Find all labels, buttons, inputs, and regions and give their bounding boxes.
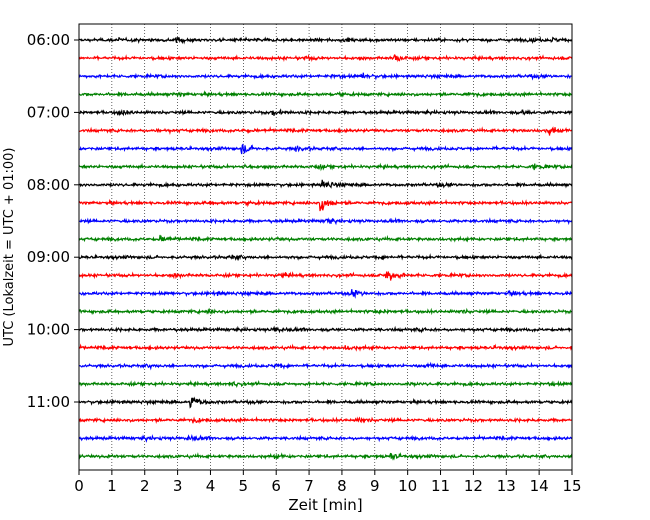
x-tick-label: 7 bbox=[304, 477, 314, 495]
x-tick-label: 2 bbox=[140, 477, 150, 495]
y-tick-label: 11:00 bbox=[27, 393, 70, 411]
trace-1000 bbox=[78, 325, 573, 334]
y-tick-label: 09:00 bbox=[27, 248, 70, 266]
trace-0930 bbox=[78, 289, 573, 299]
trace-1100 bbox=[78, 396, 573, 409]
trace-1015 bbox=[78, 343, 573, 352]
x-tick-label: 6 bbox=[271, 477, 281, 495]
trace-0615 bbox=[78, 53, 573, 63]
y-axis-ticks: 06:00 07:00 08:00 09:00 10:00 11:00 bbox=[27, 31, 79, 411]
y-tick-label: 07:00 bbox=[27, 103, 70, 121]
trace-1145 bbox=[78, 451, 573, 461]
trace-0730 bbox=[78, 143, 573, 155]
trace-0800 bbox=[78, 179, 573, 189]
x-tick-label: 13 bbox=[497, 477, 516, 495]
x-tick-label: 8 bbox=[337, 477, 347, 495]
trace-1130 bbox=[78, 433, 573, 443]
x-tick-label: 15 bbox=[562, 477, 581, 495]
trace-0945 bbox=[78, 307, 573, 316]
trace-0745 bbox=[78, 162, 573, 172]
x-tick-label: 5 bbox=[239, 477, 249, 495]
trace-0900 bbox=[78, 253, 573, 262]
y-axis-title: UTC (Lokalzeit = UTC + 01:00) bbox=[2, 148, 17, 347]
x-tick-label: 10 bbox=[398, 477, 417, 495]
y-tick-label: 08:00 bbox=[27, 176, 70, 194]
trace-0700 bbox=[78, 108, 573, 117]
x-axis-ticks: 0 1 2 3 4 5 6 7 8 9 10 11 12 13 14 15 bbox=[74, 470, 582, 495]
trace-0915 bbox=[78, 270, 573, 281]
x-tick-label: 1 bbox=[107, 477, 117, 495]
trace-1045 bbox=[78, 379, 573, 388]
trace-0600 bbox=[78, 36, 573, 45]
trace-0845 bbox=[78, 234, 573, 243]
y-tick-label: 10:00 bbox=[27, 321, 70, 339]
y-tick-label: 06:00 bbox=[27, 31, 70, 49]
x-tick-label: 9 bbox=[370, 477, 380, 495]
x-tick-label: 4 bbox=[206, 477, 216, 495]
vertical-grid-lines bbox=[111, 24, 540, 470]
trace-0715 bbox=[78, 126, 573, 136]
trace-1115 bbox=[78, 416, 573, 424]
x-tick-label: 12 bbox=[464, 477, 483, 495]
trace-0630 bbox=[78, 72, 573, 81]
x-tick-label: 0 bbox=[74, 477, 84, 495]
trace-1030 bbox=[78, 361, 573, 371]
trace-0645 bbox=[78, 90, 573, 99]
trace-0815 bbox=[78, 198, 573, 212]
trace-lines bbox=[78, 36, 573, 461]
trace-0830 bbox=[78, 217, 573, 226]
x-tick-label: 14 bbox=[530, 477, 549, 495]
x-axis-title: Zeit [min] bbox=[288, 496, 362, 514]
x-tick-label: 11 bbox=[431, 477, 450, 495]
plot-frame bbox=[78, 23, 573, 471]
x-tick-label: 3 bbox=[173, 477, 183, 495]
